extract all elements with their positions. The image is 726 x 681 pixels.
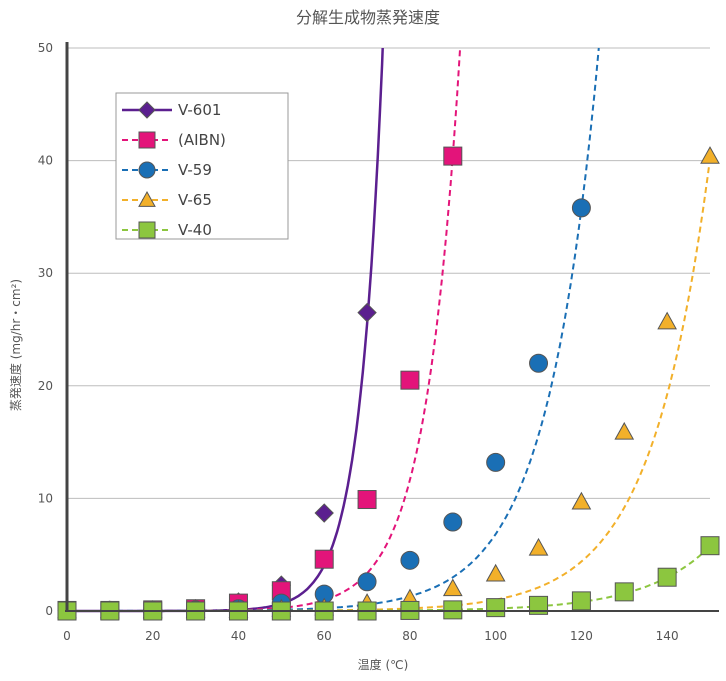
marker-v-40 [657,567,677,587]
x-tick-label: 140 [656,629,679,643]
marker-v-40 [486,598,506,618]
y-tick-label: 40 [38,154,53,168]
y-axis-label: 蒸発速度 (mg/hr・cm²) [8,279,23,411]
marker-v-65 [614,421,635,440]
legend-marker-v-65 [138,190,156,207]
marker-v-59 [400,550,420,570]
x-tick-label: 100 [484,629,507,643]
data-markers [57,146,720,621]
y-tick-label: 0 [45,604,53,618]
legend-marker-v-59 [138,161,156,179]
marker-v-40 [529,595,549,615]
marker-v-65 [657,311,677,330]
marker-v-59 [443,512,463,532]
marker-aibn [400,370,420,390]
legend-label-aibn: (AIBN) [178,131,226,149]
legend-marker-aibn [138,131,156,149]
marker-v-59 [529,353,549,373]
fit-curve-v-59 [67,47,600,612]
y-tick-label: 10 [38,491,53,505]
legend-label-v-601: V-601 [178,101,221,119]
x-tick-label: 60 [317,629,332,643]
y-tick-label: 50 [38,41,53,55]
marker-v-65 [700,146,720,164]
x-tick-label: 20 [145,629,160,643]
x-axis-label: 温度 (℃) [358,657,409,672]
legend-marker-v-40 [138,221,156,239]
marker-v-40 [571,591,591,611]
x-tick-label: 120 [570,629,593,643]
marker-aibn [357,490,377,510]
marker-v-601 [314,503,334,523]
y-tick-label: 30 [38,266,53,280]
fit-curve-v-65 [67,158,711,612]
x-tick-label: 80 [402,629,417,643]
y-tick-label: 20 [38,379,53,393]
marker-v-59 [486,452,506,472]
legend-label-v-65: V-65 [178,191,212,209]
y-tick-labels: 0 10 20 30 40 50 [38,41,53,618]
legend-label-v-40: V-40 [178,221,212,239]
legend-label-v-59: V-59 [178,161,212,179]
marker-v-40 [443,600,463,620]
marker-v-59 [571,198,591,218]
legend-marker-v-601 [138,101,156,119]
marker-v-65 [485,563,506,582]
marker-aibn [443,146,463,166]
legend: V-601 (AIBN) V-59 V-65 V-40 [115,92,289,240]
marker-v-65 [528,537,549,556]
marker-v-65 [571,491,592,510]
marker-v-65 [442,578,463,597]
marker-v-59 [357,572,377,592]
chart-title: 分解生成物蒸発速度 [296,8,440,27]
x-tick-label: 0 [63,629,71,643]
x-tick-labels: 0 20 40 60 80 100 120 140 [63,629,678,643]
marker-v-601 [357,302,377,323]
marker-v-40 [614,582,634,602]
x-tick-label: 40 [231,629,246,643]
marker-aibn [314,549,334,569]
marker-v-40 [700,536,720,556]
